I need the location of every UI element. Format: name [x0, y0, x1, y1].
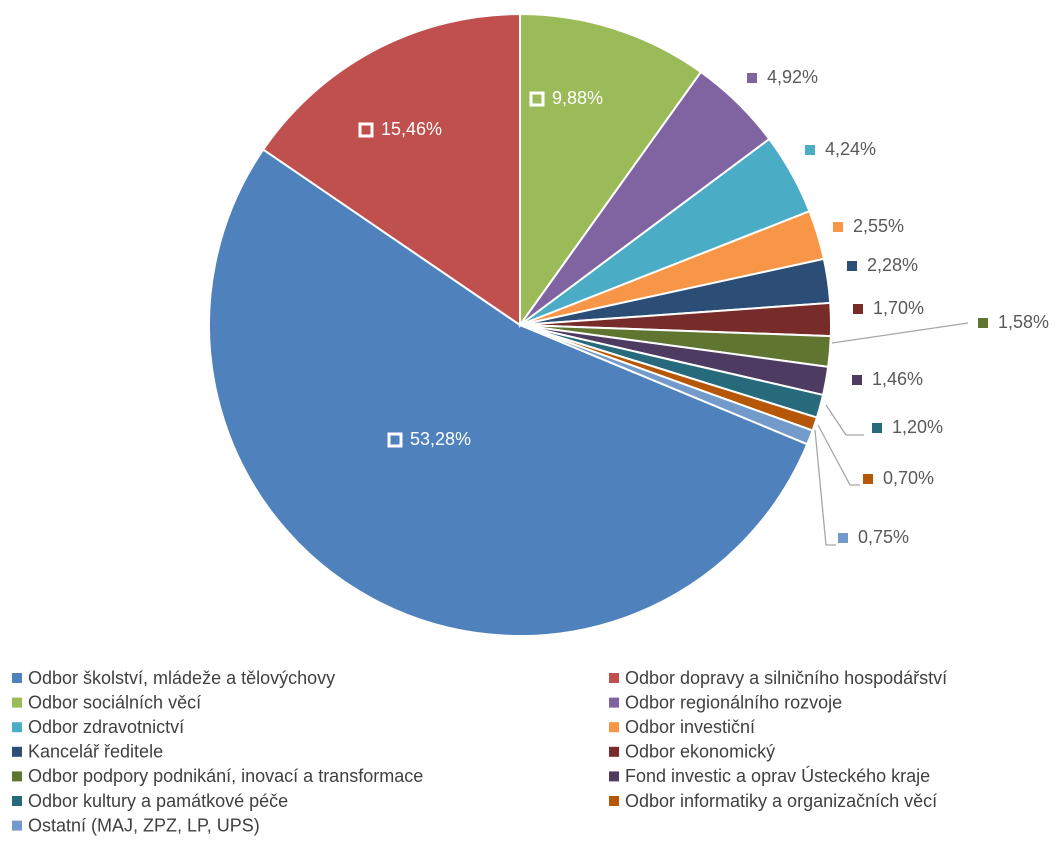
label-key [872, 423, 882, 433]
label-key [833, 222, 843, 232]
label-key [358, 122, 374, 138]
legend-key [609, 722, 619, 733]
legend-key [609, 796, 619, 806]
data-label: 15,46% [381, 119, 442, 139]
legend-label: Kancelář ředitele [28, 742, 163, 762]
legend-label: Odbor regionálního rozvoje [625, 692, 842, 712]
legend-label: Odbor informatiky a organizačních věcí [625, 791, 937, 811]
legend-label: Odbor dopravy a silničního hospodářství [625, 668, 947, 688]
label-key [805, 145, 815, 155]
label-key [747, 73, 757, 83]
label-key [852, 375, 862, 385]
data-label: 0,70% [883, 468, 934, 488]
pie-slice [208, 148, 809, 637]
legend-key [609, 746, 619, 757]
label-key [978, 318, 988, 328]
legend-label: Odbor podpory podnikání, inovací a trans… [28, 766, 423, 786]
legend-label: Odbor školství, mládeže a tělovýchovy [28, 668, 335, 688]
data-label: 2,55% [853, 216, 904, 236]
label-key [529, 91, 545, 107]
label-key [863, 474, 873, 484]
legend-key [12, 820, 22, 831]
legend-key [12, 796, 22, 806]
data-label: 4,92% [767, 67, 818, 87]
legend-label: Odbor investiční [625, 717, 755, 737]
data-label: 1,46% [872, 369, 923, 389]
leader-line [817, 424, 860, 486]
leader-line [825, 404, 864, 436]
legend-label: Odbor ekonomický [625, 742, 775, 762]
legend-key [609, 673, 619, 683]
legend-key [12, 673, 22, 683]
pie-slice [261, 12, 521, 327]
legend-label: Fond investic a oprav Ústeckého kraje [625, 765, 930, 786]
legend-label: Odbor kultury a památkové péče [28, 791, 288, 811]
label-key [847, 261, 857, 271]
legend-key [12, 722, 22, 733]
legend-key [12, 771, 22, 782]
data-label: 1,58% [998, 312, 1049, 332]
legend-label: Odbor sociálních věcí [28, 692, 201, 712]
label-key [838, 533, 848, 543]
leader-line [831, 322, 969, 344]
legend-label: Odbor zdravotnictví [28, 717, 184, 737]
pie-slice [519, 12, 703, 329]
legend-key [12, 697, 22, 708]
data-label: 2,28% [867, 255, 918, 275]
data-label: 1,20% [892, 417, 943, 437]
label-key [387, 432, 403, 448]
label-key [853, 304, 863, 314]
data-label: 9,88% [552, 88, 603, 108]
data-label: 53,28% [410, 429, 471, 449]
legend-key [609, 771, 619, 782]
legend-key [12, 746, 22, 757]
data-label: 4,24% [825, 139, 876, 159]
data-label: 0,75% [858, 527, 909, 547]
leader-line [814, 429, 836, 546]
legend-label: Ostatní (MAJ, ZPZ, LP, UPS) [28, 815, 260, 835]
legend-key [609, 697, 619, 708]
data-label: 1,70% [873, 298, 924, 318]
pie-slice [519, 324, 814, 446]
